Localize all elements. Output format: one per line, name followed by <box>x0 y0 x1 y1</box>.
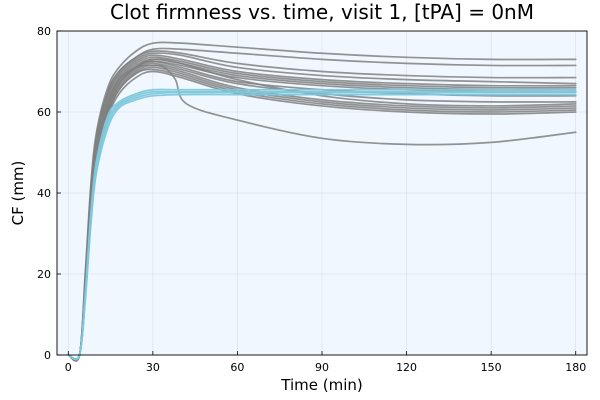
chart-title: Clot firmness vs. time, visit 1, [tPA] =… <box>110 0 534 24</box>
x-tick-label: 60 <box>230 361 244 374</box>
y-tick-label: 60 <box>37 106 51 119</box>
x-tick-label: 30 <box>146 361 160 374</box>
x-tick-label: 0 <box>65 361 72 374</box>
series-group <box>67 41 577 362</box>
y-tick-label: 20 <box>37 268 51 281</box>
series-line-blue <box>67 93 577 360</box>
x-axis-ticks: 0 30 60 90 120 150 180 <box>65 351 586 374</box>
y-axis-label: CF (mm) <box>9 161 27 226</box>
x-tick-label: 150 <box>481 361 502 374</box>
y-tick-label: 40 <box>37 187 51 200</box>
y-tick-label: 0 <box>44 349 51 362</box>
x-tick-label: 90 <box>315 361 329 374</box>
y-axis-ticks: 0 20 40 60 80 <box>37 25 61 362</box>
x-tick-label: 180 <box>565 361 586 374</box>
y-tick-label: 80 <box>37 25 51 38</box>
x-tick-label: 120 <box>396 361 417 374</box>
x-axis-label: Time (min) <box>280 376 362 394</box>
